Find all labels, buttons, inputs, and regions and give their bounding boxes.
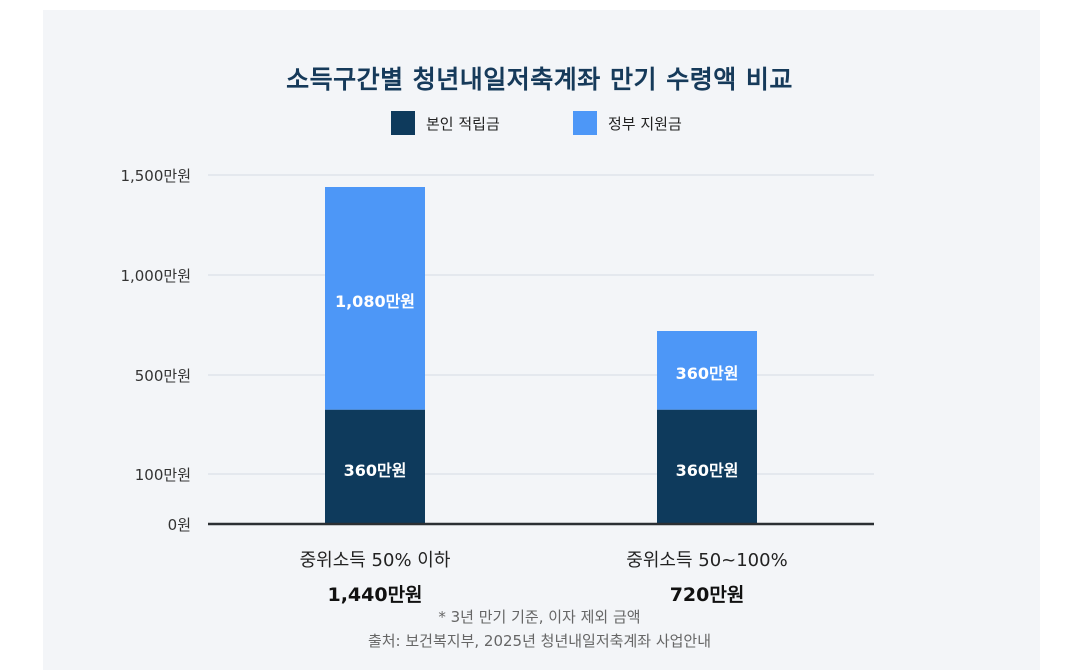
- bar-segment-gov-support: [657, 331, 757, 410]
- category-label: 중위소득 50~100%: [626, 550, 788, 571]
- category-label: 중위소득 50% 이하: [299, 550, 451, 571]
- footnote: * 3년 만기 기준, 이자 제외 금액: [438, 608, 641, 626]
- bar-segment-own-savings: [325, 409, 425, 524]
- legend-label-own-savings: 본인 적립금: [426, 114, 500, 133]
- y-tick-label: 1,500만원: [120, 167, 191, 185]
- bar-segment-gov-support: [325, 187, 425, 410]
- bar-value-label: 1,080만원: [334, 292, 416, 312]
- chart-title: 소득구간별 청년내일저축계좌 만기 수령액 비교: [286, 65, 793, 94]
- legend-item-gov-support: 정부 지원금: [573, 111, 682, 135]
- category-total: 720만원: [669, 584, 745, 606]
- y-tick-label: 0원: [167, 516, 191, 534]
- bar-segment-own-savings: [657, 409, 757, 524]
- y-tick-label: 1,000만원: [120, 267, 191, 285]
- bar-value-label: 360만원: [675, 364, 739, 384]
- chart-card: [43, 10, 1040, 670]
- y-tick-label: 500만원: [134, 367, 191, 385]
- legend-label-gov-support: 정부 지원금: [608, 114, 682, 133]
- legend-swatch-gov-support: [573, 111, 597, 135]
- legend-item-own-savings: 본인 적립금: [391, 111, 500, 135]
- legend-swatch-own-savings: [391, 111, 415, 135]
- y-tick-label: 100만원: [134, 466, 191, 484]
- bar-value-label: 360만원: [343, 460, 407, 480]
- source-note: 출처: 보건복지부, 2025년 청년내일저축계좌 사업안내: [367, 632, 712, 650]
- legend: 본인 적립금 정부 지원금: [0, 111, 1079, 135]
- bar-value-label: 360만원: [675, 460, 739, 480]
- category-total: 1,440만원: [327, 584, 423, 606]
